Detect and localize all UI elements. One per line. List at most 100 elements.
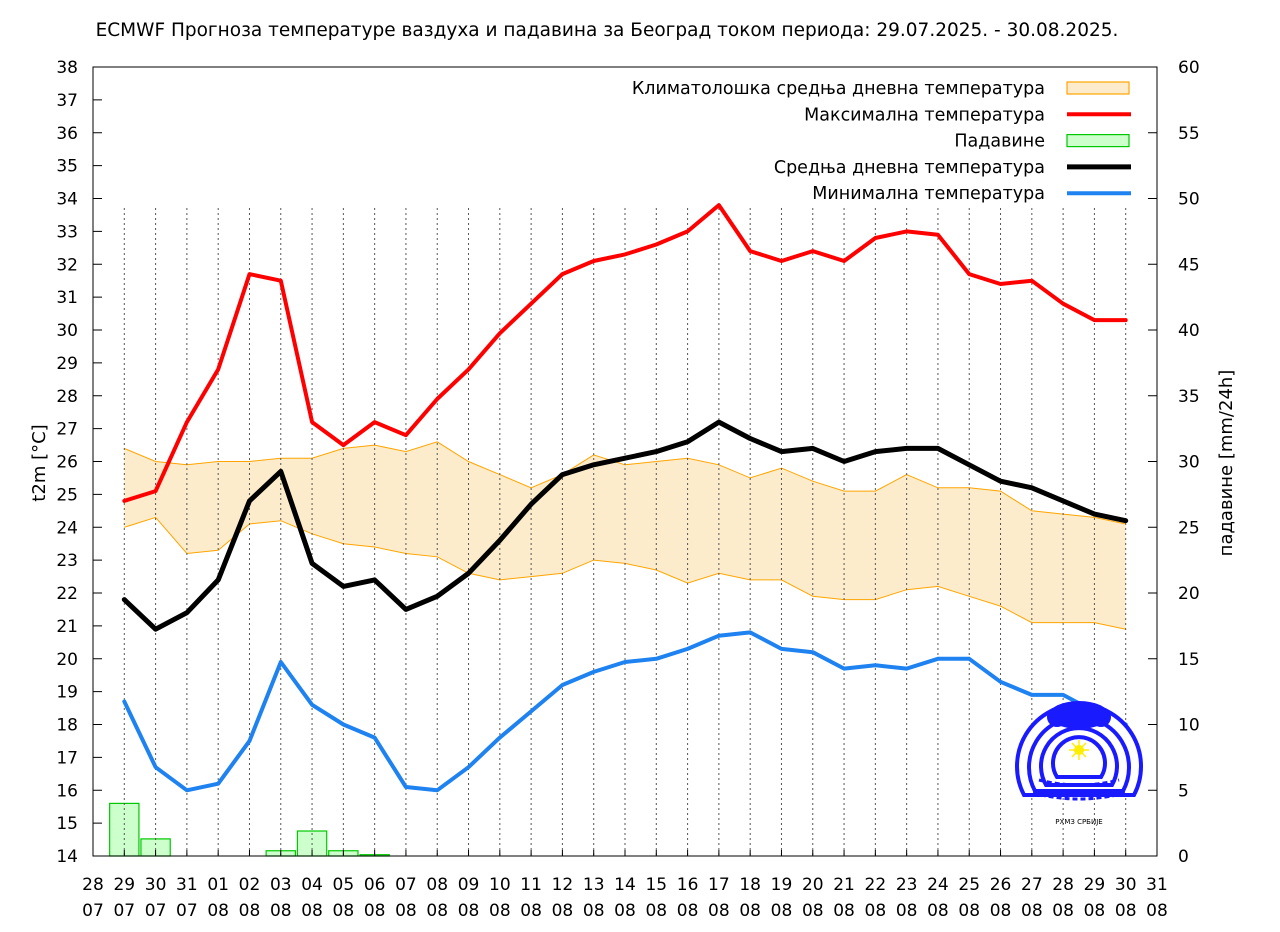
x-tick-day: 10 bbox=[489, 875, 511, 895]
x-tick-day: 25 bbox=[958, 875, 980, 895]
x-tick-month: 08 bbox=[1115, 901, 1137, 921]
x-tick-day: 08 bbox=[426, 875, 448, 895]
x-tick-day: 19 bbox=[771, 875, 793, 895]
y-tick-label: 33 bbox=[56, 222, 78, 242]
x-tick-month: 08 bbox=[301, 901, 323, 921]
y2-tick-label: 10 bbox=[1178, 716, 1200, 736]
y-tick-label: 16 bbox=[56, 781, 78, 801]
x-tick-month: 08 bbox=[958, 901, 980, 921]
x-tick-day: 02 bbox=[239, 875, 261, 895]
series-layer bbox=[121, 203, 1129, 793]
y2-tick-label: 0 bbox=[1178, 847, 1189, 867]
y2-tick-label: 55 bbox=[1178, 124, 1200, 144]
x-tick-month: 08 bbox=[739, 901, 761, 921]
x-tick-month: 07 bbox=[145, 901, 167, 921]
legend-label: Средња дневна температура bbox=[774, 158, 1045, 178]
x-tick-month: 07 bbox=[82, 901, 104, 921]
x-tick-month: 08 bbox=[927, 901, 949, 921]
x-tick-day: 14 bbox=[614, 875, 636, 895]
y-tick-label: 24 bbox=[56, 518, 78, 538]
x-tick-month: 08 bbox=[207, 901, 229, 921]
legend-label: Минимална температура bbox=[812, 184, 1045, 204]
y-tick-label: 14 bbox=[56, 847, 78, 867]
x-tick-day: 16 bbox=[677, 875, 699, 895]
x-tick-month: 08 bbox=[239, 901, 261, 921]
y-tick-label: 37 bbox=[56, 91, 78, 111]
y-tick-label: 26 bbox=[56, 453, 78, 473]
x-tick-day: 20 bbox=[802, 875, 824, 895]
x-tick-day: 29 bbox=[113, 875, 135, 895]
y2-tick-label: 30 bbox=[1178, 453, 1200, 473]
y-tick-label: 15 bbox=[56, 814, 78, 834]
y-tick-label: 23 bbox=[56, 551, 78, 571]
y2-tick-label: 5 bbox=[1178, 781, 1189, 801]
x-tick-month: 08 bbox=[583, 901, 605, 921]
x-tick-month: 08 bbox=[1052, 901, 1074, 921]
y2-tick-label: 40 bbox=[1178, 321, 1200, 341]
x-tick-day: 30 bbox=[145, 875, 167, 895]
y2-tick-label: 15 bbox=[1178, 650, 1200, 670]
x-tick-day: 28 bbox=[82, 875, 104, 895]
legend-swatch bbox=[1066, 81, 1130, 95]
y2-tick-label: 35 bbox=[1178, 387, 1200, 407]
x-tick-day: 11 bbox=[520, 875, 542, 895]
x-tick-month: 08 bbox=[552, 901, 574, 921]
y-tick-label: 29 bbox=[56, 354, 78, 374]
x-tick-month: 08 bbox=[489, 901, 511, 921]
x-tick-month: 08 bbox=[520, 901, 542, 921]
min-temp-line bbox=[122, 630, 1128, 793]
mean-temp-line bbox=[121, 419, 1129, 632]
y-tick-label: 27 bbox=[56, 420, 78, 440]
x-tick-month: 07 bbox=[113, 901, 135, 921]
x-tick-day: 05 bbox=[333, 875, 355, 895]
x-tick-day: 28 bbox=[1052, 875, 1074, 895]
y-tick-label: 18 bbox=[56, 716, 78, 736]
x-tick-month: 08 bbox=[833, 901, 855, 921]
logo-text: РХМЗ СРБИЈЕ bbox=[1055, 818, 1102, 826]
x-tick-month: 08 bbox=[395, 901, 417, 921]
y2-tick-label: 45 bbox=[1178, 255, 1200, 275]
x-tick-day: 03 bbox=[270, 875, 292, 895]
y-tick-label: 21 bbox=[56, 617, 78, 637]
max-temp-line bbox=[122, 203, 1128, 503]
x-tick-month: 08 bbox=[614, 901, 636, 921]
y-tick-label: 22 bbox=[56, 584, 78, 604]
x-tick-month: 08 bbox=[333, 901, 355, 921]
x-tick-month: 07 bbox=[176, 901, 198, 921]
y2-tick-label: 60 bbox=[1178, 58, 1200, 78]
x-tick-day: 01 bbox=[207, 875, 229, 895]
legend-label: Климатолошка средња дневна температура bbox=[632, 79, 1045, 99]
x-tick-day: 26 bbox=[990, 875, 1012, 895]
y-tick-label: 30 bbox=[56, 321, 78, 341]
x-tick-day: 21 bbox=[833, 875, 855, 895]
y-tick-label: 17 bbox=[56, 748, 78, 768]
x-tick-day: 27 bbox=[1021, 875, 1043, 895]
x-tick-day: 09 bbox=[458, 875, 480, 895]
y-tick-label: 31 bbox=[56, 288, 78, 308]
y2-tick-label: 20 bbox=[1178, 584, 1200, 604]
x-tick-day: 24 bbox=[927, 875, 949, 895]
legend: Климатолошка средња дневна температура Ма… bbox=[632, 79, 1131, 204]
y-axis-label: t2m [°C] bbox=[29, 424, 50, 501]
x-tick-month: 08 bbox=[270, 901, 292, 921]
x-tick-day: 23 bbox=[896, 875, 918, 895]
x-tick-month: 08 bbox=[802, 901, 824, 921]
y-tick-label: 19 bbox=[56, 683, 78, 703]
x-tick-month: 08 bbox=[426, 901, 448, 921]
y-tick-label: 20 bbox=[56, 650, 78, 670]
y2-axis-label: падавине [mm/24h] bbox=[1216, 370, 1237, 557]
x-tick-month: 08 bbox=[645, 901, 667, 921]
x-tick-day: 12 bbox=[552, 875, 574, 895]
y-tick-label: 34 bbox=[56, 190, 78, 210]
x-tick-month: 08 bbox=[865, 901, 887, 921]
x-tick-month: 08 bbox=[364, 901, 386, 921]
y-tick-label: 25 bbox=[56, 485, 78, 505]
y2-tick-label: 50 bbox=[1178, 190, 1200, 210]
x-tick-month: 08 bbox=[990, 901, 1012, 921]
x-tick-day: 15 bbox=[645, 875, 667, 895]
y-tick-label: 36 bbox=[56, 124, 78, 144]
x-tick-day: 31 bbox=[176, 875, 198, 895]
x-tick-day: 29 bbox=[1084, 875, 1106, 895]
axes: 14 15 16 17 18 19 20 21 22 23 24 25 26 27 28 29 30 31 32 33… bbox=[56, 58, 1199, 921]
